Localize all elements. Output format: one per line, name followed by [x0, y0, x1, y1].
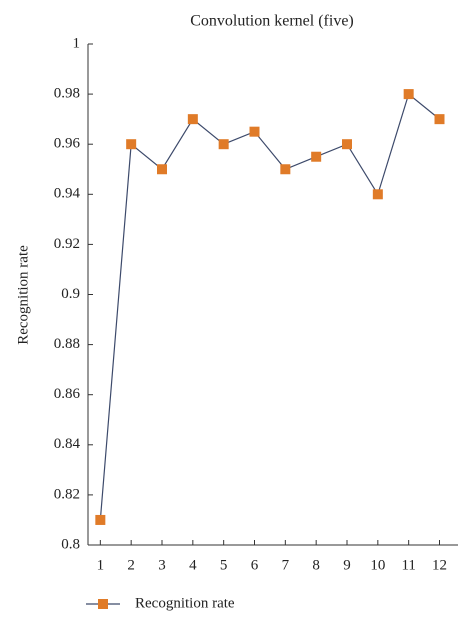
data-point	[249, 126, 260, 137]
data-point	[157, 164, 167, 175]
y-tick-label: 0.96	[54, 136, 81, 152]
chart-title: Convolution kernel (five)	[190, 13, 354, 30]
y-tick-label: 0.8	[61, 536, 80, 552]
y-tick-label: 0.9	[61, 286, 80, 302]
data-point	[372, 189, 383, 200]
y-tick-label: 0.82	[54, 486, 80, 502]
data-point	[342, 139, 352, 150]
data-point	[403, 89, 414, 100]
y-tick-label: 0.94	[54, 186, 81, 202]
x-tick-label: 4	[189, 557, 197, 573]
data-point	[311, 151, 322, 162]
x-tick-label: 10	[370, 557, 385, 573]
legend-label: Recognition rate	[135, 595, 235, 611]
x-tick-label: 5	[220, 557, 228, 573]
x-tick-label: 12	[432, 557, 447, 573]
y-tick-label: 0.98	[54, 86, 80, 102]
data-point	[126, 139, 137, 150]
y-tick-label: 1	[73, 35, 81, 51]
y-tick-label: 0.92	[54, 236, 80, 252]
data-point	[187, 114, 198, 125]
y-axis-label: Recognition rate	[15, 245, 31, 345]
x-tick-label: 9	[343, 557, 351, 573]
x-tick-label: 11	[401, 557, 415, 573]
data-point	[280, 164, 291, 175]
data-point	[218, 139, 229, 150]
data-point	[434, 114, 445, 125]
legend-marker	[98, 599, 108, 609]
data-point	[95, 514, 106, 525]
x-tick-label: 1	[97, 557, 105, 573]
x-tick-label: 7	[282, 557, 290, 573]
x-tick-label: 2	[127, 557, 135, 573]
y-tick-label: 0.88	[54, 336, 80, 352]
y-tick-label: 0.86	[54, 386, 81, 402]
y-tick-label: 0.84	[54, 436, 81, 452]
x-tick-label: 6	[251, 557, 259, 573]
series-line	[99, 93, 440, 520]
x-tick-label: 3	[158, 557, 166, 573]
x-tick-label: 8	[312, 557, 320, 573]
